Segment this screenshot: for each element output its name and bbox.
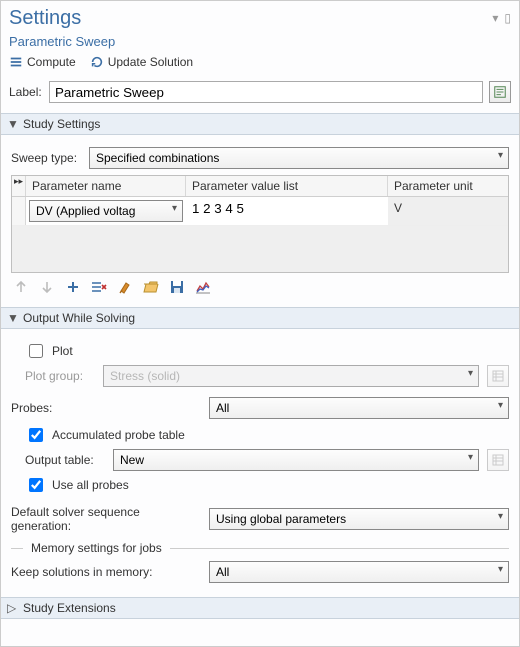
param-name-select[interactable]: DV (Applied voltag xyxy=(29,200,183,222)
table-icon xyxy=(492,370,504,382)
section-study-settings-title: Study Settings xyxy=(23,117,100,131)
add-button[interactable] xyxy=(65,279,81,295)
pin-icon[interactable]: ▯ xyxy=(504,11,511,25)
move-down-button[interactable] xyxy=(39,279,55,295)
panel-window-controls: ▾ ▯ xyxy=(492,11,511,25)
update-label: Update Solution xyxy=(108,55,193,69)
memory-settings-title: Memory settings for jobs xyxy=(31,541,162,555)
plot-group-action-button xyxy=(487,365,509,387)
keep-solutions-label: Keep solutions in memory: xyxy=(11,565,152,579)
parameter-table-header: ▸▸ Parameter name Parameter value list P… xyxy=(12,176,508,197)
label-action-icon xyxy=(493,85,507,99)
plot-checkbox-label: Plot xyxy=(52,344,73,358)
use-all-probes-checkbox[interactable] xyxy=(29,478,43,492)
page-title: Settings xyxy=(9,7,81,30)
keep-solutions-select[interactable]: All xyxy=(209,561,509,583)
section-study-settings-header[interactable]: ▼ Study Settings xyxy=(1,113,519,135)
param-values-input[interactable] xyxy=(186,197,388,219)
compute-label: Compute xyxy=(27,55,76,69)
solver-gen-select[interactable]: Using global parameters xyxy=(209,508,509,530)
section-output-header[interactable]: ▼ Output While Solving xyxy=(1,307,519,329)
action-toolbar: Compute Update Solution xyxy=(9,55,511,73)
table-icon xyxy=(492,454,504,466)
output-table-label: Output table: xyxy=(25,453,105,467)
label-action-button[interactable] xyxy=(489,81,511,103)
accumulated-probe-label: Accumulated probe table xyxy=(52,428,185,442)
sweep-type-select[interactable]: Specified combinations xyxy=(89,147,509,169)
label-input[interactable] xyxy=(49,81,483,103)
probes-select[interactable]: All xyxy=(209,397,509,419)
use-all-probes-label: Use all probes xyxy=(52,478,129,492)
table-icon-toolbar xyxy=(11,273,509,297)
table-empty-area xyxy=(12,226,508,272)
open-button[interactable] xyxy=(143,279,159,295)
update-solution-button[interactable]: Update Solution xyxy=(90,55,193,69)
col-param-unit[interactable]: Parameter unit xyxy=(388,176,508,196)
section-extensions-title: Study Extensions xyxy=(23,601,116,615)
move-up-button[interactable] xyxy=(13,279,29,295)
section-extensions-header[interactable]: ▷ Study Extensions xyxy=(1,597,519,619)
plot-group-select: Stress (solid) xyxy=(103,365,479,387)
page-subtitle: Parametric Sweep xyxy=(9,34,511,49)
solver-gen-label: Default solver sequence generation: xyxy=(11,505,201,533)
delete-row-button[interactable] xyxy=(91,279,107,295)
compute-icon xyxy=(9,55,23,69)
plot-button[interactable] xyxy=(195,279,211,295)
section-output-title: Output While Solving xyxy=(23,311,135,325)
refresh-icon xyxy=(90,55,104,69)
output-table-select[interactable]: New xyxy=(113,449,479,471)
table-row[interactable]: DV (Applied voltag V xyxy=(12,197,508,226)
clear-button[interactable] xyxy=(117,279,133,295)
row-marker xyxy=(12,197,26,225)
save-button[interactable] xyxy=(169,279,185,295)
row-marker-header: ▸▸ xyxy=(12,176,26,196)
col-param-values[interactable]: Parameter value list xyxy=(186,176,388,196)
compute-button[interactable]: Compute xyxy=(9,55,76,69)
sweep-type-label: Sweep type: xyxy=(11,151,81,165)
plot-checkbox[interactable] xyxy=(29,344,43,358)
collapse-icon: ▼ xyxy=(7,311,17,325)
minimize-icon[interactable]: ▾ xyxy=(492,11,498,25)
probes-label: Probes: xyxy=(11,401,57,415)
col-param-name[interactable]: Parameter name xyxy=(26,176,186,196)
parameter-table: ▸▸ Parameter name Parameter value list P… xyxy=(11,175,509,273)
plot-group-label: Plot group: xyxy=(25,369,95,383)
param-unit-cell[interactable]: V xyxy=(388,197,508,225)
accumulated-probe-checkbox[interactable] xyxy=(29,428,43,442)
output-table-action-button xyxy=(487,449,509,471)
collapse-icon: ▼ xyxy=(7,117,17,131)
label-field-label: Label: xyxy=(9,85,43,99)
expand-icon: ▷ xyxy=(7,601,17,615)
